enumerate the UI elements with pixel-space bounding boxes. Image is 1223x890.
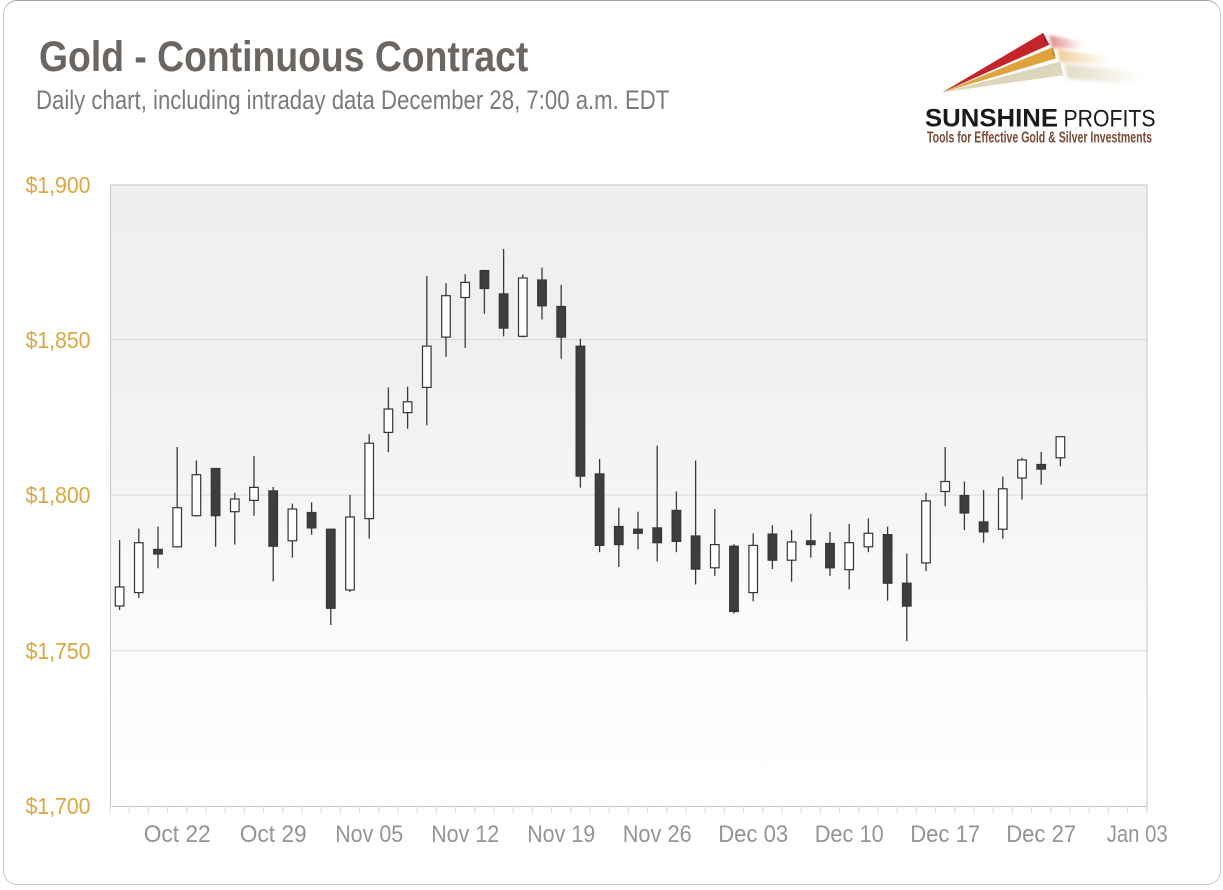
svg-text:$1,700: $1,700 xyxy=(26,793,91,819)
svg-text:Nov 19: Nov 19 xyxy=(527,821,595,848)
svg-text:Nov 05: Nov 05 xyxy=(335,821,403,848)
svg-text:Jan 03: Jan 03 xyxy=(1107,821,1168,848)
svg-text:Dec 03: Dec 03 xyxy=(718,821,788,848)
svg-text:Dec 10: Dec 10 xyxy=(815,821,884,848)
svg-text:Oct 22: Oct 22 xyxy=(144,821,211,848)
svg-text:$1,900: $1,900 xyxy=(26,172,91,198)
svg-text:$1,750: $1,750 xyxy=(26,638,91,664)
svg-text:Nov 12: Nov 12 xyxy=(431,821,499,848)
svg-text:Nov 26: Nov 26 xyxy=(623,821,692,848)
svg-text:$1,800: $1,800 xyxy=(26,482,91,508)
svg-text:$1,850: $1,850 xyxy=(26,327,91,353)
svg-text:Dec 27: Dec 27 xyxy=(1006,821,1076,848)
svg-text:PROFITS: PROFITS xyxy=(1064,105,1156,132)
svg-text:Tools for Effective Gold & Sil: Tools for Effective Gold & Silver Invest… xyxy=(927,130,1152,147)
svg-text:Oct 29: Oct 29 xyxy=(240,821,307,848)
svg-text:SUNSHINE: SUNSHINE xyxy=(925,104,1058,132)
svg-text:Dec 17: Dec 17 xyxy=(910,821,980,848)
